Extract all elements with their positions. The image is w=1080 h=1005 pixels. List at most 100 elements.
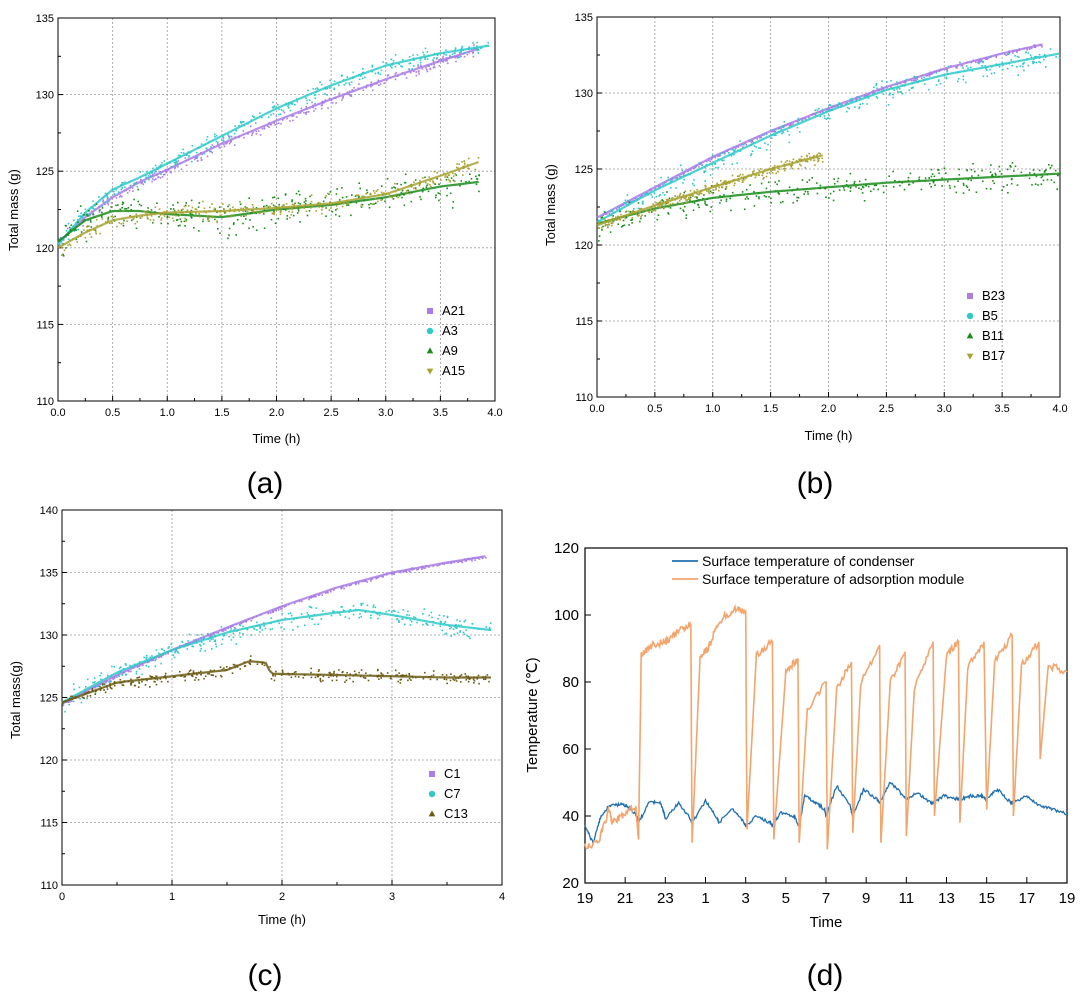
data-point bbox=[124, 207, 126, 210]
data-point bbox=[956, 71, 958, 74]
data-point bbox=[402, 618, 404, 620]
data-point bbox=[74, 228, 76, 231]
data-point bbox=[709, 210, 712, 213]
data-point bbox=[725, 186, 728, 188]
data-point bbox=[405, 190, 408, 192]
data-point bbox=[864, 94, 866, 96]
x-tick-label: 15 bbox=[978, 890, 995, 907]
data-point bbox=[104, 192, 107, 195]
data-point bbox=[773, 134, 775, 136]
data-point bbox=[227, 134, 229, 136]
data-point bbox=[359, 675, 362, 678]
data-point bbox=[355, 194, 358, 197]
data-point bbox=[98, 206, 100, 209]
data-point bbox=[184, 157, 187, 159]
data-point bbox=[1014, 165, 1017, 168]
data-point bbox=[722, 183, 725, 185]
data-point bbox=[753, 145, 756, 147]
data-point bbox=[611, 217, 614, 220]
data-point bbox=[666, 191, 668, 193]
data-point bbox=[426, 184, 428, 187]
data-point bbox=[725, 183, 728, 186]
data-point bbox=[117, 672, 120, 675]
data-point bbox=[158, 652, 160, 655]
data-point bbox=[339, 614, 342, 616]
data-point bbox=[290, 621, 293, 623]
data-point bbox=[808, 179, 811, 181]
data-point bbox=[728, 180, 730, 183]
data-point bbox=[918, 176, 921, 179]
data-point bbox=[330, 588, 332, 591]
data-point bbox=[423, 54, 425, 56]
data-point bbox=[811, 156, 813, 159]
data-point bbox=[396, 674, 399, 676]
data-point bbox=[354, 195, 357, 197]
data-point bbox=[177, 214, 180, 217]
data-point bbox=[69, 696, 72, 699]
data-point bbox=[200, 670, 202, 673]
data-point bbox=[656, 218, 659, 221]
data-point bbox=[212, 674, 214, 677]
data-point bbox=[299, 112, 302, 114]
data-point bbox=[272, 675, 274, 677]
data-point bbox=[409, 619, 412, 621]
data-point bbox=[211, 203, 213, 205]
data-point bbox=[240, 122, 243, 124]
legend-marker-a3 bbox=[426, 327, 434, 335]
data-point bbox=[210, 638, 213, 641]
data-point bbox=[303, 674, 306, 676]
data-point bbox=[703, 171, 705, 174]
data-point bbox=[190, 199, 193, 202]
data-point bbox=[218, 210, 221, 213]
data-point bbox=[394, 54, 397, 56]
data-point bbox=[391, 573, 393, 575]
data-point bbox=[972, 162, 974, 165]
data-point bbox=[275, 115, 278, 117]
data-point bbox=[271, 628, 273, 630]
data-point bbox=[102, 200, 104, 203]
data-point bbox=[69, 701, 71, 703]
data-point bbox=[745, 188, 748, 191]
data-point bbox=[998, 165, 1001, 168]
data-point bbox=[267, 206, 270, 208]
data-point bbox=[196, 159, 199, 162]
data-point bbox=[838, 189, 841, 191]
data-point bbox=[682, 194, 685, 196]
data-point bbox=[101, 211, 103, 214]
data-point bbox=[159, 655, 162, 657]
data-point bbox=[100, 224, 102, 227]
data-point bbox=[719, 202, 721, 204]
data-point bbox=[831, 109, 834, 111]
data-point bbox=[1008, 51, 1010, 54]
data-point bbox=[808, 152, 810, 155]
data-point bbox=[425, 186, 428, 188]
data-point bbox=[355, 202, 358, 204]
data-point bbox=[215, 675, 217, 678]
data-point bbox=[743, 179, 745, 181]
x-tick-label: 3.0 bbox=[378, 407, 393, 419]
data-point bbox=[225, 143, 227, 145]
data-point bbox=[323, 101, 326, 104]
data-point bbox=[160, 222, 163, 225]
data-point bbox=[261, 629, 264, 631]
data-point bbox=[308, 111, 310, 113]
data-point bbox=[77, 218, 79, 221]
data-point bbox=[401, 675, 403, 678]
data-point bbox=[146, 176, 148, 179]
data-point bbox=[83, 214, 85, 216]
data-point bbox=[263, 209, 266, 211]
data-point bbox=[610, 210, 612, 213]
data-point bbox=[242, 625, 244, 628]
data-point bbox=[654, 209, 657, 212]
data-point bbox=[224, 628, 226, 630]
data-point bbox=[385, 62, 388, 64]
data-point bbox=[149, 219, 152, 221]
data-point bbox=[400, 183, 402, 186]
data-point bbox=[316, 87, 318, 89]
data-point bbox=[897, 90, 899, 93]
data-point bbox=[858, 180, 861, 183]
data-point bbox=[1039, 61, 1042, 64]
data-point bbox=[198, 202, 201, 204]
data-point bbox=[111, 222, 113, 224]
data-point bbox=[285, 103, 287, 106]
